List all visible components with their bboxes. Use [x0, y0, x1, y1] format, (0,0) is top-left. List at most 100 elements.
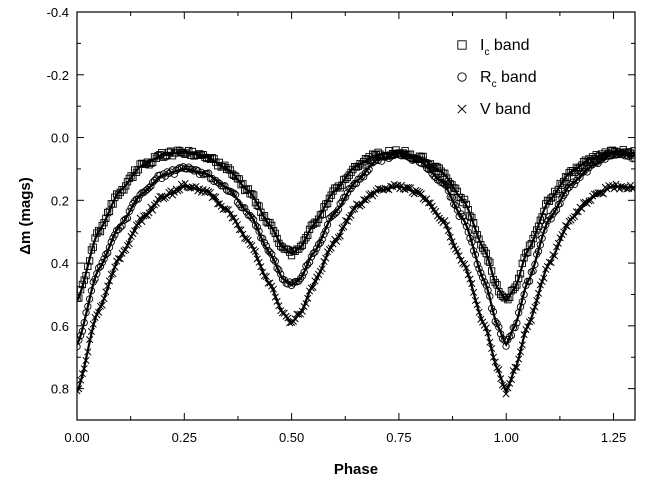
data-point-rc [107, 238, 115, 246]
series-group [77, 146, 635, 398]
data-point-rc [136, 191, 144, 199]
x-tick-label: 0.25 [172, 430, 197, 445]
data-point-rc [630, 154, 635, 162]
data-point-rc [195, 170, 204, 179]
fit-curve-rc [77, 152, 635, 347]
data-point-rc [122, 215, 130, 223]
y-axis-title: Δm (mags) [17, 177, 34, 254]
data-point-rc [150, 176, 159, 185]
data-point-rc [343, 189, 352, 197]
data-point-rc [350, 179, 359, 188]
legend-label: Ic band [480, 37, 530, 58]
data-point-rc [551, 207, 559, 216]
data-point-ic [527, 240, 535, 248]
y-tick-label: 0.2 [51, 193, 69, 208]
x-tick-label: 1.25 [601, 430, 626, 445]
data-point-v [149, 206, 157, 214]
data-point-ic [441, 169, 449, 177]
data-point-ic [511, 283, 519, 291]
data-point-rc [298, 272, 306, 280]
series-rc [77, 147, 635, 351]
data-point-rc [266, 248, 274, 256]
data-point-rc [597, 155, 606, 164]
data-point-rc [341, 193, 350, 201]
data-point-ic [248, 190, 256, 198]
data-point-rc [241, 204, 249, 212]
data-point-rc [403, 152, 411, 160]
y-tick-label: 0.4 [51, 256, 69, 271]
x-tick-label: 1.00 [494, 430, 519, 445]
data-point-ic [269, 227, 278, 235]
data-point-rc [426, 166, 434, 174]
x-tick-label: 0.50 [279, 430, 304, 445]
series-v [77, 179, 635, 398]
fit-curve-v [77, 185, 635, 395]
y-tick-label: 0.0 [51, 131, 69, 146]
x-tick-label: 0.75 [386, 430, 411, 445]
data-point-ic [327, 191, 335, 199]
y-tick-label: 0.8 [51, 382, 69, 397]
data-point-rc [495, 323, 503, 331]
data-point-ic [271, 229, 279, 238]
data-point-ic [475, 235, 483, 243]
data-point-v [136, 214, 144, 222]
legend-marker-circle [457, 72, 467, 82]
data-point-ic [316, 211, 325, 219]
legend-item: Rc band [457, 69, 537, 90]
data-point-ic [302, 234, 310, 242]
data-point-ic [480, 247, 489, 255]
data-point-rc [314, 240, 323, 249]
y-tick-label: -0.2 [47, 68, 69, 83]
data-point-rc [264, 246, 272, 255]
data-point-rc [246, 211, 254, 220]
data-point-rc [581, 166, 590, 174]
axes: 0.00 0.25 0.50 0.75 1.00 1.25 -0.4 -0.2 0.0 0.2 0.… [47, 5, 636, 445]
data-point-rc [563, 185, 572, 193]
data-point-ic [298, 241, 306, 249]
x-axis-title: Phase [334, 461, 378, 478]
data-point-v [333, 237, 341, 245]
data-point-rc [307, 253, 316, 261]
plot-frame [76, 11, 636, 421]
data-point-v [587, 196, 595, 204]
data-point-rc [125, 207, 133, 216]
data-point-rc [349, 181, 357, 190]
legend-marker-cross [457, 104, 467, 114]
legend-item: Ic band [457, 37, 530, 58]
data-point-rc [460, 217, 469, 226]
data-point-rc [269, 255, 278, 264]
data-point-ic [122, 182, 130, 190]
data-point-rc [579, 168, 588, 176]
legend-label: Rc band [480, 69, 537, 90]
data-point-rc [567, 180, 575, 189]
data-point-rc [77, 336, 83, 344]
data-point-v [212, 193, 220, 201]
data-point-rc [558, 194, 566, 202]
data-point-rc [478, 273, 487, 282]
y-tick-label: 0.6 [51, 319, 69, 334]
data-point-rc [226, 187, 234, 195]
data-point-rc [331, 210, 339, 218]
legend-label: V band [480, 101, 531, 118]
data-point-rc [287, 281, 296, 290]
data-point-v [214, 200, 222, 208]
data-point-rc [370, 157, 379, 165]
data-point-rc [147, 182, 155, 190]
data-point-rc [311, 248, 319, 256]
legend-item: V band [457, 101, 531, 118]
data-point-rc [145, 183, 153, 192]
data-point-rc [248, 214, 256, 222]
data-point-rc [120, 216, 128, 225]
legend: Ic band Rc band V band [457, 37, 537, 118]
data-point-ic [482, 249, 490, 258]
x-tick-label: 0.00 [64, 430, 89, 445]
data-point-ic [100, 219, 108, 227]
data-point-rc [421, 161, 429, 169]
data-point-rc [309, 249, 317, 258]
data-point-rc [96, 262, 105, 271]
data-point-rc [576, 173, 584, 181]
data-point-rc [441, 180, 449, 189]
plot-area [77, 146, 635, 398]
data-point-rc [230, 189, 238, 197]
